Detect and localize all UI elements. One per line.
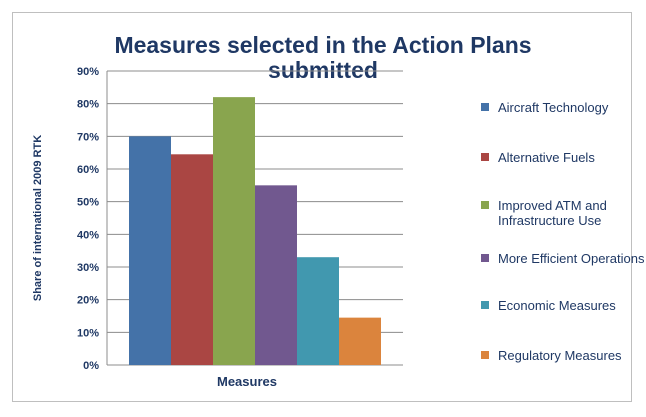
- legend-label: Improved ATM and Infrastructure Use: [498, 198, 607, 228]
- y-tick-label: 80%: [77, 99, 99, 111]
- y-tick-label: 70%: [77, 131, 99, 143]
- plot-area: 0% 10% 20% 30% 40% 50% 60% 70% 80% 90% Measures Sha…: [32, 66, 403, 389]
- bar-economic-measures: [297, 257, 339, 365]
- legend-label: Economic Measures: [498, 298, 616, 313]
- legend-swatch: [481, 254, 489, 262]
- legend-label: More Efficient Operations: [498, 251, 645, 266]
- legend-item: Improved ATM and Infrastructure Use: [481, 198, 646, 228]
- y-axis-title: Share of international 2009 RTK: [32, 135, 44, 301]
- legend-label: Aircraft Technology: [498, 100, 609, 115]
- bar-regulatory-measures: [339, 317, 381, 365]
- bar-more-efficient-operations: [255, 185, 297, 365]
- bar-improved-atm-and-infrastructure-use: [213, 97, 255, 365]
- chart-title: Measures selected in the Action Plans su…: [114, 32, 532, 83]
- legend-item: Alternative Fuels: [481, 150, 646, 165]
- legend-item: Regulatory Measures: [481, 348, 646, 363]
- legend-swatch: [481, 301, 489, 309]
- x-axis-title: Measures: [217, 374, 277, 389]
- bar-aircraft-technology: [129, 136, 171, 365]
- legend-item: More Efficient Operations: [481, 251, 646, 266]
- legend-swatch: [481, 153, 489, 161]
- y-tick-label: 20%: [77, 295, 99, 307]
- y-tick-label: 50%: [77, 197, 99, 209]
- bar-alternative-fuels: [171, 154, 213, 365]
- y-tick-label: 60%: [77, 164, 99, 176]
- y-tick-label: 90%: [77, 66, 99, 78]
- legend-swatch: [481, 201, 489, 209]
- legend-swatch: [481, 351, 489, 359]
- legend-swatch: [481, 103, 489, 111]
- legend-item: Economic Measures: [481, 298, 646, 313]
- y-tick-label: 10%: [77, 327, 99, 339]
- y-tick-label: 30%: [77, 262, 99, 274]
- y-tick-label: 40%: [77, 229, 99, 241]
- legend-label: Regulatory Measures: [498, 348, 622, 363]
- legend-label: Alternative Fuels: [498, 150, 595, 165]
- chart-frame: Measures selected in the Action Plans su…: [12, 12, 644, 402]
- legend-item: Aircraft Technology: [481, 100, 646, 115]
- y-tick-label: 0%: [83, 360, 99, 372]
